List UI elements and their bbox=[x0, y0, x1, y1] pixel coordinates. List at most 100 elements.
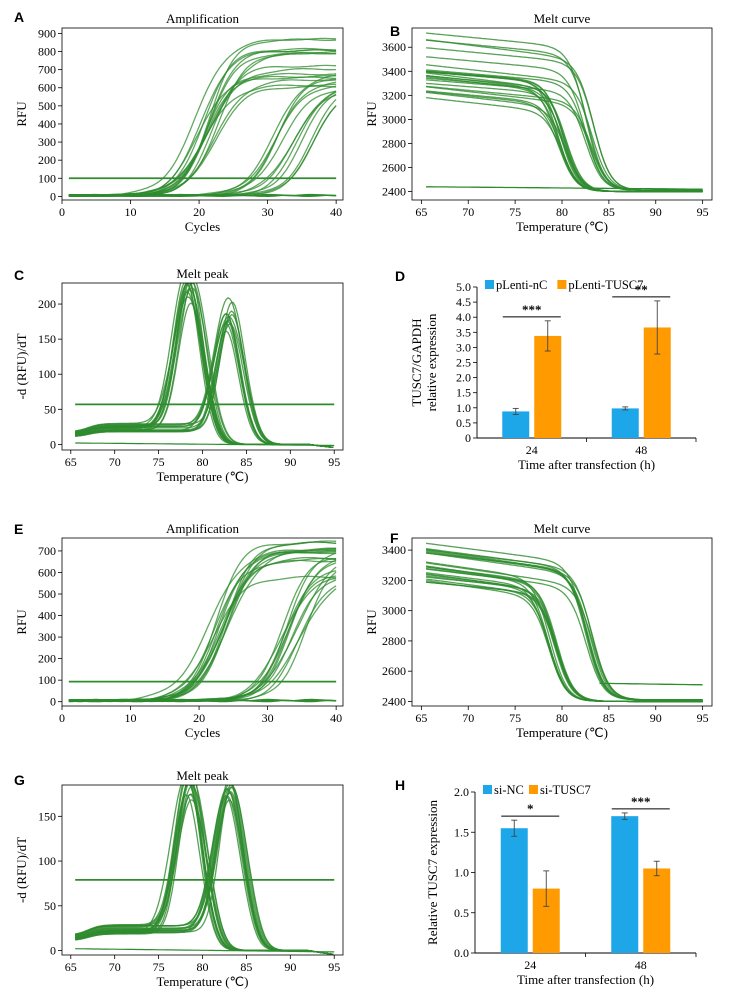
x-tick-label: 90 bbox=[284, 960, 296, 974]
x-tick-label: 90 bbox=[650, 205, 662, 219]
significance-label: * bbox=[527, 801, 534, 816]
y-tick-label: 1.0 bbox=[454, 866, 469, 880]
amplification-curve bbox=[68, 579, 337, 703]
y-tick-label: 700 bbox=[38, 63, 56, 77]
x-tick-label: 48 bbox=[635, 958, 647, 972]
y-axis-label: -d (RFU)/dT bbox=[14, 333, 29, 399]
melt-curve bbox=[425, 565, 703, 703]
chart-title: Melt curve bbox=[534, 521, 591, 536]
y-tick-label: 600 bbox=[38, 565, 56, 579]
y-tick-label: 1.0 bbox=[456, 401, 471, 415]
y-tick-label: 400 bbox=[38, 117, 56, 131]
significance-label: *** bbox=[522, 302, 542, 317]
amplification-curve bbox=[68, 49, 337, 197]
y-tick-label: 2600 bbox=[382, 161, 406, 175]
y-tick-label: 100 bbox=[38, 854, 56, 868]
melt-curve bbox=[426, 69, 703, 192]
y-tick-label: 700 bbox=[38, 544, 56, 558]
y-tick-label: 4.0 bbox=[456, 310, 471, 324]
y-tick-label: 0 bbox=[50, 944, 56, 958]
melt-curve bbox=[426, 32, 703, 192]
melt-curve bbox=[426, 567, 703, 701]
x-tick-label: 75 bbox=[153, 960, 165, 974]
melt-curve bbox=[426, 542, 703, 701]
melt-peak-flat bbox=[75, 442, 335, 447]
y-tick-label: 0 bbox=[465, 431, 471, 445]
melt-curve bbox=[426, 562, 703, 701]
x-tick-label: 10 bbox=[125, 205, 137, 219]
panel-letter: A bbox=[14, 9, 24, 25]
x-tick-label: 24 bbox=[524, 958, 536, 972]
x-tick-label: 95 bbox=[328, 960, 340, 974]
panel-letter: C bbox=[14, 267, 24, 283]
x-tick-label: 10 bbox=[125, 711, 137, 725]
y-tick-label: 300 bbox=[38, 135, 56, 149]
y-tick-label: 500 bbox=[38, 587, 56, 601]
y-tick-label: 100 bbox=[38, 171, 56, 185]
panel-H: H 0.0 0.5 1.0 1.5 2.0 24 * 48 *** si-NC si-TUSC7 Tim… bbox=[395, 777, 697, 987]
y-tick-label: 800 bbox=[38, 45, 56, 59]
panel-letter: E bbox=[14, 521, 23, 537]
significance-label: ** bbox=[635, 282, 648, 297]
x-tick-label: 40 bbox=[330, 711, 342, 725]
x-tick-label: 85 bbox=[240, 960, 252, 974]
x-axis-label: Temperature (℃) bbox=[516, 219, 608, 234]
melt-curve bbox=[425, 561, 703, 703]
y-tick-label: 1.5 bbox=[454, 825, 469, 839]
x-tick-label: 75 bbox=[509, 711, 521, 725]
y-tick-label: 2800 bbox=[382, 634, 406, 648]
amplification-curve bbox=[68, 585, 337, 703]
x-axis-label: Temperature (℃) bbox=[156, 469, 248, 484]
panel-letter: H bbox=[395, 777, 405, 793]
x-tick-label: 65 bbox=[65, 960, 77, 974]
legend-swatch bbox=[485, 280, 494, 289]
y-tick-label: 0.0 bbox=[454, 946, 469, 960]
legend-label: pLenti-TUSC7 bbox=[568, 278, 643, 292]
baseline-curve bbox=[68, 698, 337, 702]
y-tick-label: 3.5 bbox=[456, 325, 471, 339]
x-tick-label: 48 bbox=[635, 443, 647, 457]
significance-label: *** bbox=[631, 794, 651, 809]
panel-letter: G bbox=[14, 772, 25, 788]
x-tick-label: 0 bbox=[59, 205, 65, 219]
x-axis-label: Temperature (℃) bbox=[516, 725, 608, 740]
y-tick-label: 600 bbox=[38, 81, 56, 95]
x-tick-label: 0 bbox=[59, 711, 65, 725]
y-tick-label: 200 bbox=[38, 652, 56, 666]
y-tick-label: 3.0 bbox=[456, 340, 471, 354]
y-tick-label: 0.5 bbox=[454, 906, 469, 920]
x-tick-label: 20 bbox=[193, 711, 205, 725]
bar-pLenti-nC bbox=[611, 408, 639, 438]
panel-F: F 65 70 75 80 85 90 95 2400 2600 2800 3000 3200 3400 M… bbox=[364, 521, 713, 740]
y-tick-label: 0 bbox=[50, 695, 56, 709]
curves-group bbox=[75, 785, 335, 955]
panel-letter: F bbox=[390, 530, 399, 546]
melt-curve-flat bbox=[599, 682, 703, 686]
panel-E: E0 10 20 30 400100200300400500600700Amplific… bbox=[14, 521, 344, 740]
chart-title: Amplification bbox=[166, 11, 239, 26]
baseline-curve bbox=[68, 193, 337, 197]
y-tick-label: 50 bbox=[44, 402, 56, 416]
y-tick-label: 50 bbox=[44, 899, 56, 913]
panel-D: D 00.51.01.52.02.5 3.03.54.04.55.0 24 *** 48 *… bbox=[395, 268, 697, 472]
x-tick-label: 95 bbox=[697, 711, 709, 725]
curves-group bbox=[75, 283, 335, 449]
x-tick-label: 85 bbox=[603, 711, 615, 725]
x-axis-label: Temperature (℃) bbox=[156, 974, 248, 989]
x-axis-label: Time after transfection (h) bbox=[518, 457, 655, 472]
y-axis-label: RFU bbox=[14, 101, 29, 127]
amplification-curve bbox=[68, 47, 337, 197]
x-tick-label: 75 bbox=[153, 455, 165, 469]
y-tick-label: 2800 bbox=[382, 136, 406, 150]
y-axis-label: TUSC7/GAPDH bbox=[409, 318, 424, 406]
x-tick-label: 70 bbox=[462, 711, 474, 725]
amplification-curve bbox=[68, 547, 337, 703]
y-tick-label: 3400 bbox=[382, 64, 406, 78]
legend-swatch bbox=[557, 280, 567, 289]
melt-peak-curve bbox=[75, 792, 334, 955]
chart-title: Melt peak bbox=[176, 768, 229, 783]
y-tick-label: 1.5 bbox=[456, 386, 471, 400]
x-tick-label: 80 bbox=[197, 960, 209, 974]
curves-group bbox=[426, 32, 703, 193]
x-axis-label: Cycles bbox=[185, 219, 220, 234]
